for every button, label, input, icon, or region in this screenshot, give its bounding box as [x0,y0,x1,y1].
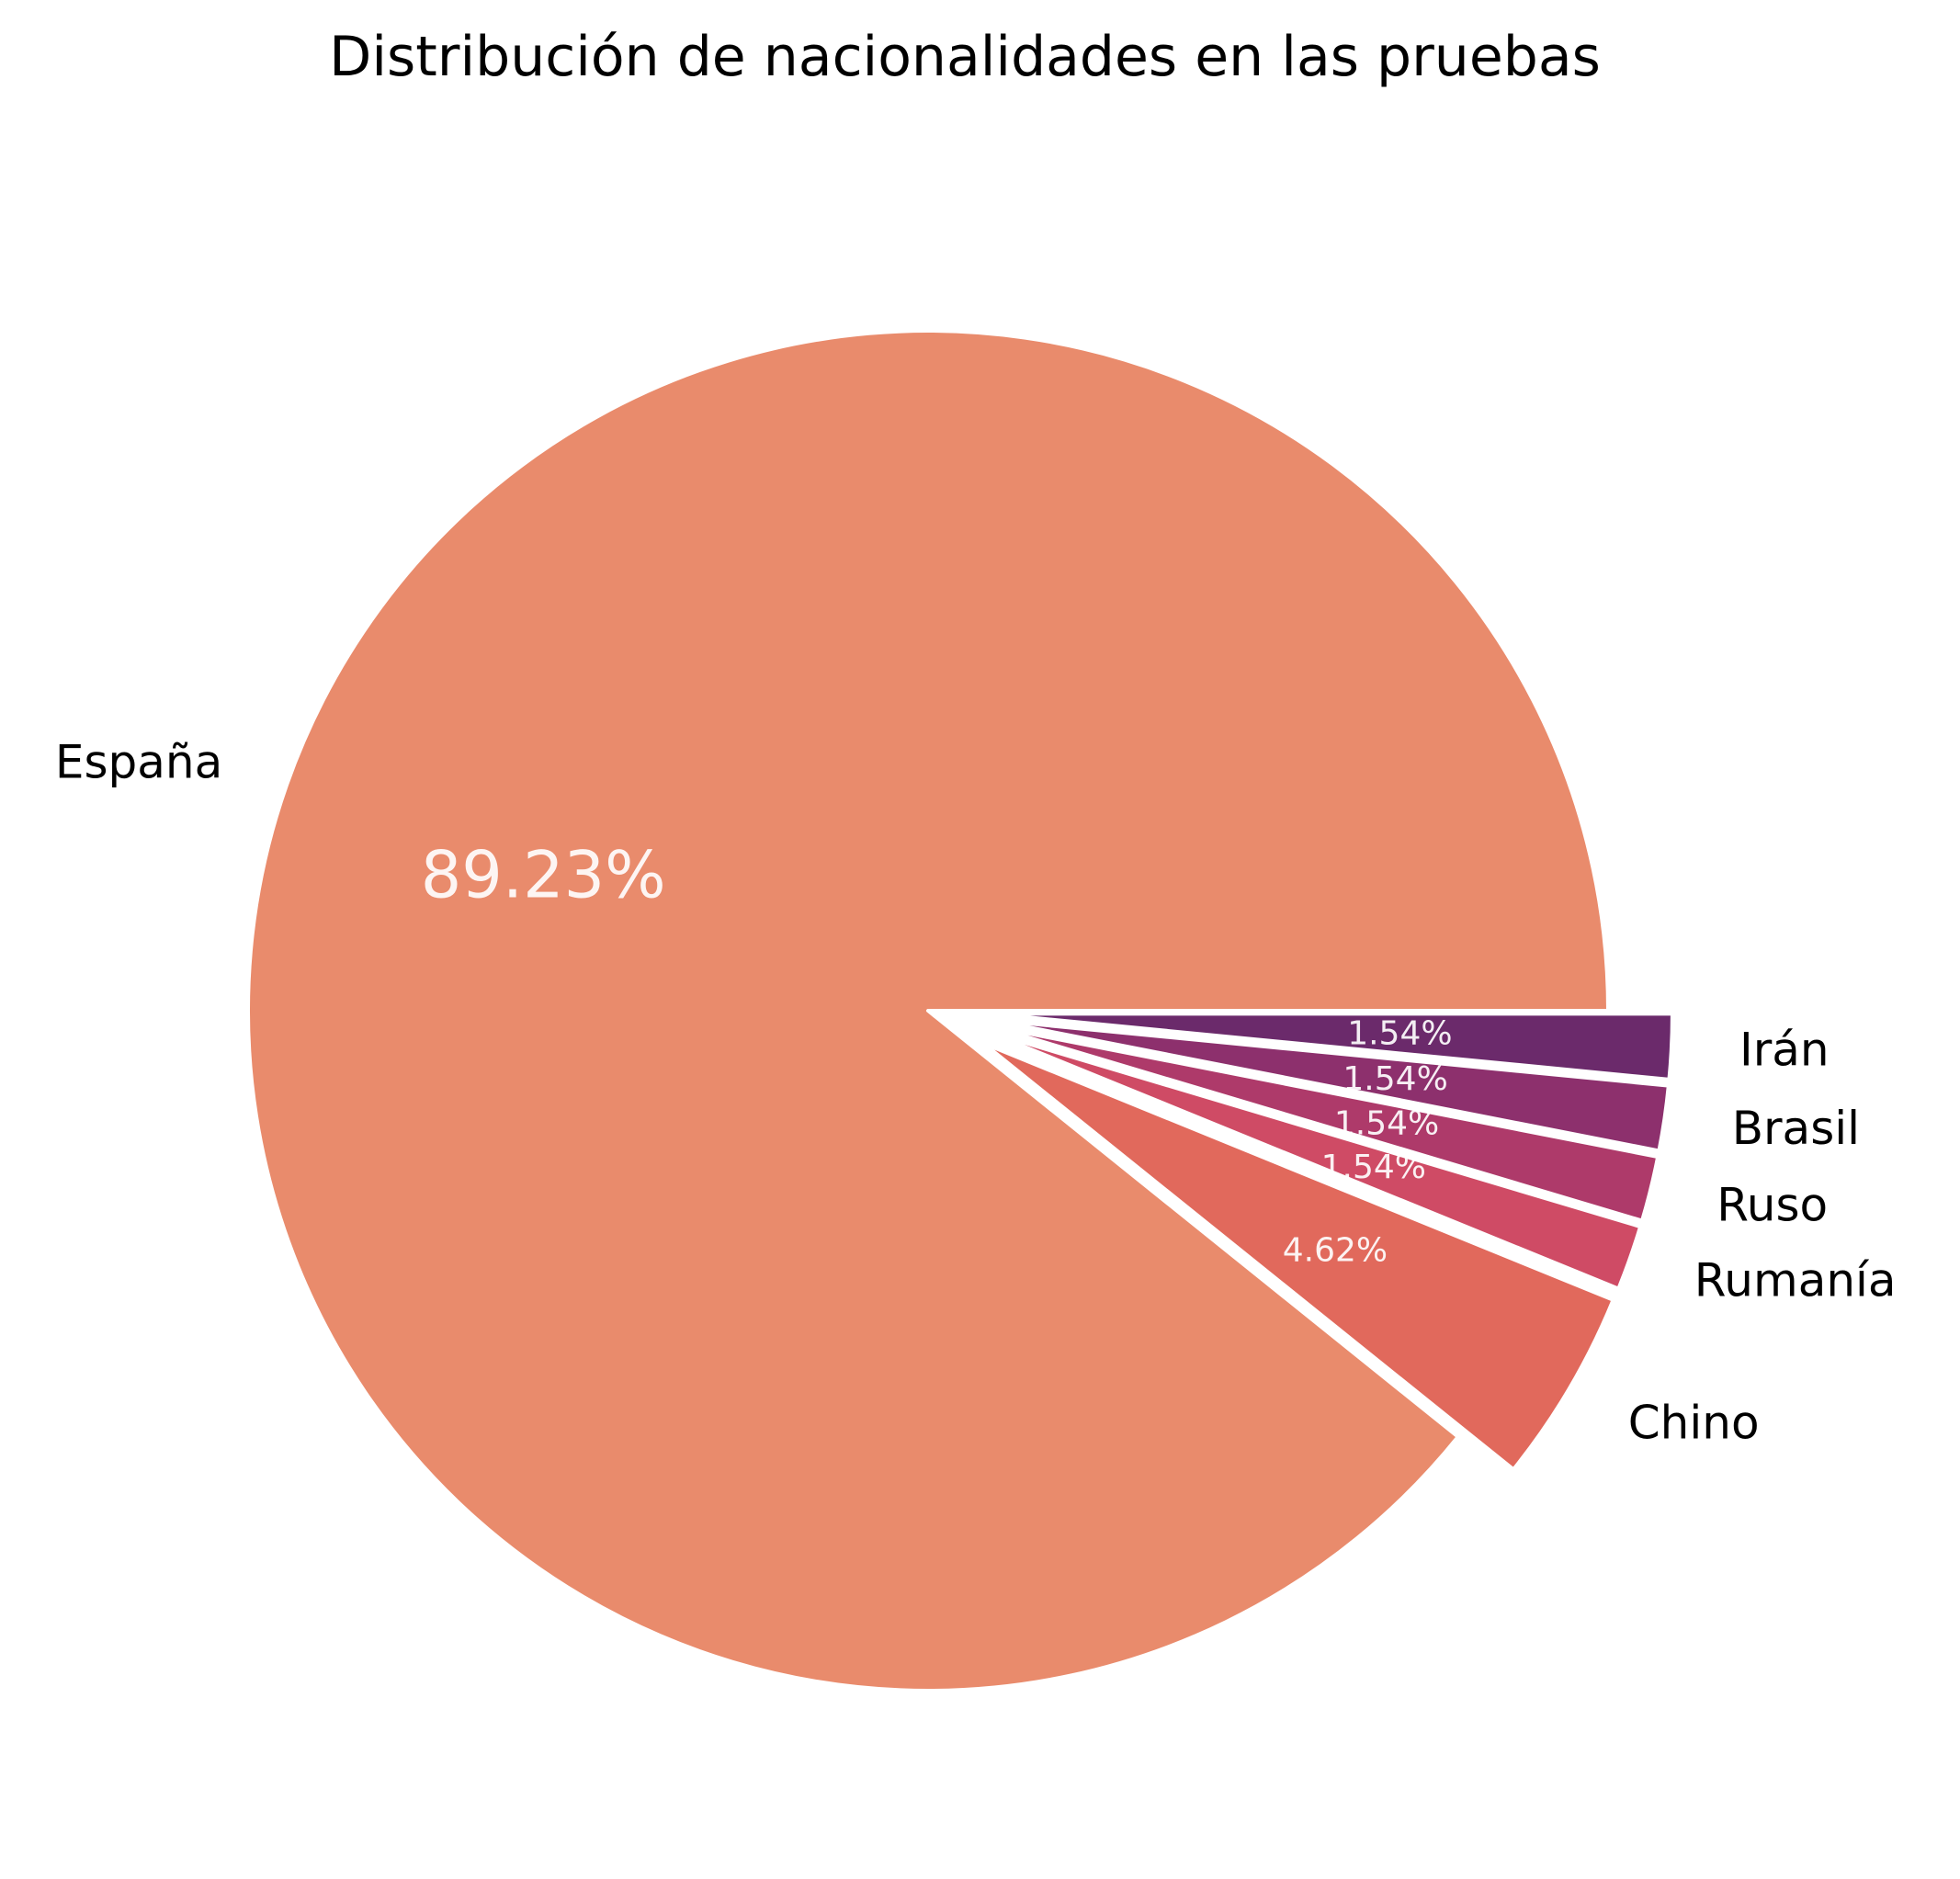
pct-label-chino: 4.62% [1283,1231,1388,1269]
pct-label-rumania: 1.54% [1321,1149,1426,1186]
pct-label-ruso: 1.54% [1334,1105,1439,1143]
category-label-rumania: Rumanía [1694,1254,1897,1307]
pie-slice-iran [990,1012,1674,1081]
category-label-brasil: Brasil [1732,1102,1860,1155]
pie-slice-espana [246,329,1610,1692]
pie-slices [246,329,1674,1692]
pct-label-brasil: 1.54% [1343,1060,1447,1098]
category-label-espana: España [55,736,222,789]
category-label-ruso: Ruso [1716,1179,1828,1232]
chart-title: Distribución de nacionalidades en las pr… [329,25,1601,89]
pie-slice-brasil [990,1018,1671,1153]
category-label-iran: Irán [1739,1024,1830,1077]
pie-slice-ruso [988,1024,1660,1223]
category-label-chino: Chino [1628,1397,1760,1450]
pie-slice-rumania [987,1030,1643,1291]
category-labels: España Chino Rumanía Ruso Brasil Irán [55,736,1897,1450]
pct-label-iran: 1.54% [1347,1014,1452,1052]
pie-slice-chino [981,1041,1615,1472]
pct-label-espana: 89.23% [421,838,666,913]
percent-labels: 89.23% 4.62% 1.54% 1.54% 1.54% 1.54% [421,838,1453,1270]
